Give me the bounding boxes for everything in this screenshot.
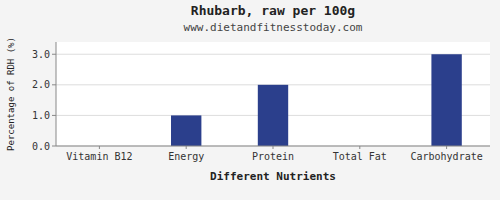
y-tick-label: 3.0 [32,49,50,60]
subtitle: www.dietandfitnesstoday.com [184,21,363,34]
y-tick [52,146,56,147]
bars [171,54,462,146]
x-tick [186,146,187,149]
plot-background [56,42,490,146]
y-tick-label: 2.0 [32,79,50,90]
x-tick [273,146,274,149]
title: Rhubarb, raw per 100g [191,3,355,18]
y-axis [56,42,57,146]
bar [431,54,461,146]
x-axis-label: Different Nutrients [210,170,336,183]
x-tick-label: Energy [168,151,204,162]
background [0,0,500,200]
y-tick [52,84,56,85]
chart-container: Rhubarb, raw per 100g www.dietandfitnesst… [0,0,500,200]
y-tick [52,115,56,116]
bar [258,85,288,146]
x-tick-label: Protein [252,151,294,162]
x-tick [446,146,447,149]
x-tick [359,146,360,149]
grid-line [56,54,490,55]
chart: Rhubarb, raw per 100g www.dietandfitnesst… [0,0,500,200]
x-tick-label: Total Fat [333,151,387,162]
x-tick [99,146,100,149]
y-axis-label: Percentage of RDH (%) [6,37,16,151]
x-tick-label: Carbohydrate [410,151,482,162]
bar [171,115,201,146]
y-tick-label: 1.0 [32,110,50,121]
y-tick-label: 0.0 [32,141,50,152]
y-tick [52,54,56,55]
x-tick-label: Vitamin B12 [66,151,132,162]
